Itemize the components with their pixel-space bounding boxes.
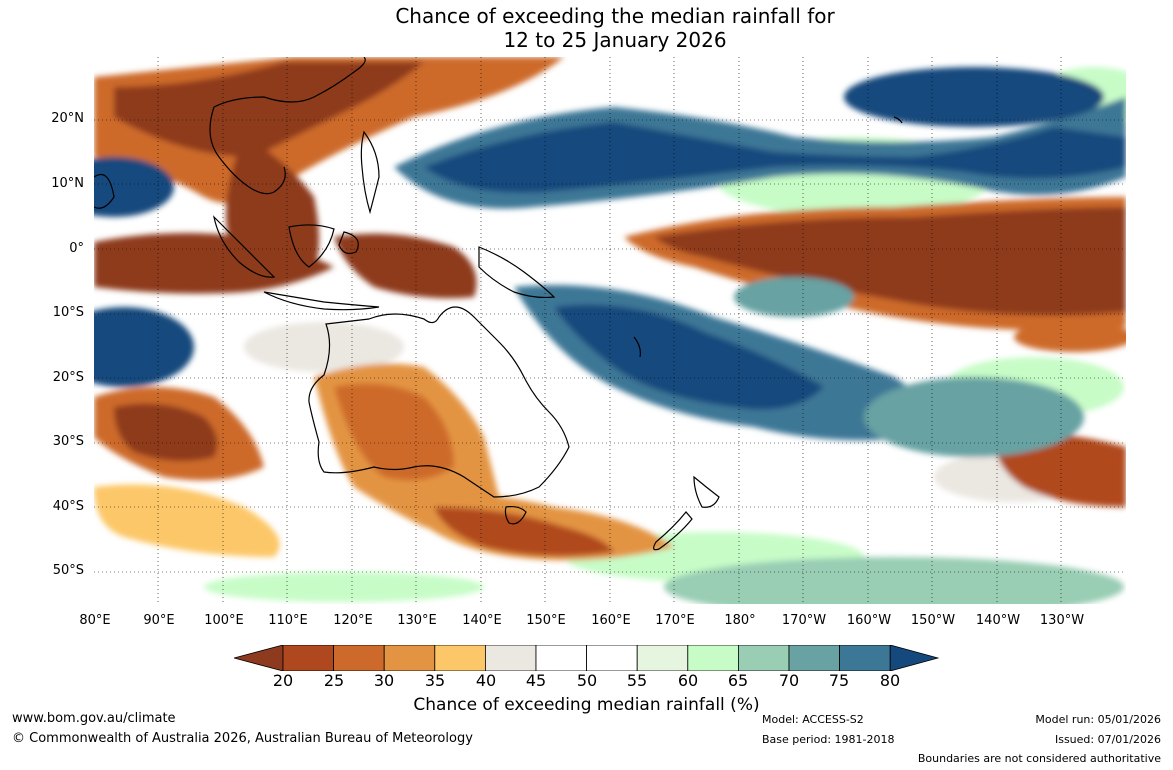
colorbar-box [839, 645, 891, 671]
cb-tick-45: 45 [525, 671, 547, 690]
lon-label-80e: 80°E [79, 613, 111, 628]
colorbar-box [282, 645, 334, 671]
lon-label-100e: 100°E [204, 613, 244, 628]
lon-label-160w: 160°W [846, 613, 892, 628]
lon-label-150w: 150°W [910, 613, 956, 628]
base-period-text: Base period: 1981-2018 [762, 733, 895, 746]
lon-label-180: 180° [724, 613, 756, 628]
model-text: Model: ACCESS-S2 [762, 713, 864, 726]
cb-tick-20: 20 [272, 671, 294, 690]
lat-label-10s: 10°S [52, 305, 84, 320]
cb-tick-75: 75 [828, 671, 850, 690]
lon-label-130w: 130°W [1039, 613, 1085, 628]
cb-tick-30: 30 [373, 671, 395, 690]
disclaimer-text: Boundaries are not considered authoritat… [917, 752, 1161, 765]
colorbar-title: Chance of exceeding median rainfall (%) [413, 695, 760, 715]
rainfall-map [94, 57, 1126, 604]
lat-label-30s: 30°S [52, 434, 84, 449]
lon-label-140e: 140°E [462, 613, 502, 628]
map-title: Chance of exceeding the median rainfall … [0, 4, 1173, 52]
cb-tick-70: 70 [778, 671, 800, 690]
lon-label-170w: 170°W [781, 613, 827, 628]
model-run-text: Model run: 05/01/2026 [1035, 713, 1161, 726]
colorbar-box [687, 645, 739, 671]
cb-tick-40: 40 [475, 671, 497, 690]
cb-tick-55: 55 [626, 671, 648, 690]
colorbar-box [535, 645, 587, 671]
lat-label-20n: 20°N [51, 111, 84, 126]
colorbar-box [636, 645, 689, 671]
lat-label-0: 0° [69, 241, 84, 256]
lon-label-110e: 110°E [268, 613, 308, 628]
copyright-text: © Commonwealth of Australia 2026, Austra… [12, 731, 473, 746]
lon-label-150e: 150°E [526, 613, 566, 628]
colorbar [234, 645, 939, 671]
lat-label-50s: 50°S [52, 563, 84, 578]
lon-label-140w: 140°W [975, 613, 1021, 628]
colorbar-extend-low [234, 645, 284, 671]
lat-label-20s: 20°S [52, 370, 84, 385]
lon-label-90e: 90°E [143, 613, 175, 628]
cb-tick-65: 65 [727, 671, 749, 690]
coastlines [94, 57, 903, 551]
issued-text: Issued: 07/01/2026 [1054, 733, 1161, 746]
lat-label-10n: 10°N [51, 176, 84, 191]
colorbar-box [484, 645, 537, 671]
colorbar-extend-high [889, 645, 939, 671]
rainfall-map-graphic [94, 57, 1126, 604]
title-line-2: 12 to 25 January 2026 [503, 28, 727, 52]
colorbar-box [383, 645, 436, 671]
colorbar-box [788, 645, 840, 671]
colorbar-box [737, 645, 790, 671]
cb-tick-35: 35 [424, 671, 446, 690]
lat-label-40s: 40°S [52, 499, 84, 514]
lon-label-120e: 120°E [333, 613, 373, 628]
cb-tick-25: 25 [323, 671, 345, 690]
cb-tick-80: 80 [879, 671, 901, 690]
cb-tick-50: 50 [576, 671, 598, 690]
title-line-1: Chance of exceeding the median rainfall … [395, 4, 835, 28]
colorbar-box [586, 645, 638, 671]
colorbar-box [333, 645, 385, 671]
cb-tick-60: 60 [677, 671, 699, 690]
lon-label-170e: 170°E [655, 613, 695, 628]
lon-label-160e: 160°E [591, 613, 631, 628]
website-link[interactable]: www.bom.gov.au/climate [12, 711, 176, 726]
lon-label-130e: 130°E [397, 613, 437, 628]
colorbar-box [434, 645, 486, 671]
